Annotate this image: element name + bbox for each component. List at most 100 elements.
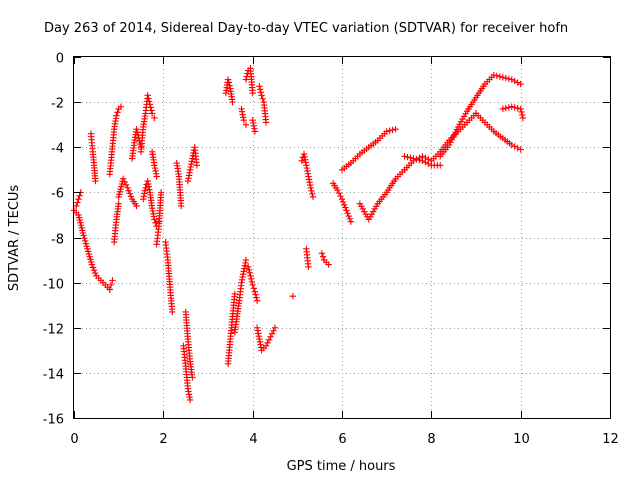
data-point [134,129,141,136]
y-tick-label: -8 [51,233,64,248]
data-point [184,177,192,185]
y-tick-label: -2 [51,97,64,112]
data-point [239,273,246,281]
data-point [186,396,194,404]
data-point [505,75,512,83]
data-point [151,164,159,172]
data-point [389,126,396,134]
data-point [254,327,261,334]
data-point [306,179,313,186]
data-point [187,163,194,171]
data-point [145,180,152,188]
data-point [502,74,509,82]
data-point [238,276,246,284]
data-point [337,192,344,200]
y-tick-label: -12 [43,323,64,338]
data-point [259,95,266,102]
y-axis-label: SDTVAR / TECUs [7,185,22,292]
data-point [404,153,411,161]
data-point [248,278,256,286]
data-point [256,338,264,346]
data-point [518,108,525,116]
data-point [188,158,196,165]
data-point [309,193,317,201]
data-point [519,114,527,122]
data-point [271,324,279,331]
y-tick-label: -10 [43,278,64,293]
data-point [148,107,155,114]
data-point [511,104,518,111]
data-point [140,195,147,203]
data-point [151,162,158,169]
data-point [249,116,256,124]
data-point [490,71,498,79]
data-segment-36 [472,110,524,153]
data-point [241,262,249,269]
data-point [76,192,83,199]
data-segment-23 [249,116,259,135]
data-point [325,261,332,268]
data-point [301,153,308,161]
data-segment-5 [111,200,122,246]
data-point [253,294,260,301]
data-point [249,281,256,289]
data-point [318,250,326,257]
x-tick-label: 10 [513,432,530,447]
data-point [335,189,343,197]
data-point [341,201,348,208]
data-point [514,79,521,86]
data-point [75,195,82,203]
data-segment-0 [70,207,113,293]
data-point [150,210,157,218]
data-point [345,212,352,220]
data-segment-4 [106,103,125,178]
data-point [303,162,310,169]
data-point [255,333,263,340]
data-point [298,157,305,164]
data-point [157,189,165,196]
data-point [73,202,80,210]
data-point [141,190,148,197]
data-point [240,268,247,275]
data-segment-14 [180,342,194,404]
data-point [117,103,125,110]
data-point [238,108,246,115]
data-segment-16 [184,144,201,185]
data-segment-30 [329,180,355,225]
data-point [186,169,193,176]
data-point [305,263,312,271]
data-point [127,193,135,200]
data-point [300,150,308,158]
data-point [229,98,236,106]
data-point [185,172,193,179]
data-point [416,154,423,161]
data-point [153,173,160,180]
data-point [502,104,509,112]
data-point [245,263,252,271]
data-point [74,199,81,206]
data-point [92,177,99,185]
data-point [226,82,233,89]
data-point [122,181,130,189]
data-segment-7 [128,126,145,162]
y-tick-label: -4 [51,142,64,157]
data-point [185,388,192,395]
data-point [146,186,153,193]
data-point [407,154,414,161]
data-point [133,126,140,133]
data-point [189,155,196,162]
data-point [302,159,309,166]
data-point [425,156,432,163]
data-point [383,128,390,135]
data-point [249,89,256,97]
data-point [245,266,253,274]
x-tick-label: 8 [427,432,435,447]
x-tick-label: 2 [159,432,167,447]
data-point [401,153,408,160]
plot-frame [73,56,611,419]
data-point [121,178,128,186]
data-point [152,170,160,177]
data-segment-26 [289,292,297,300]
data-point [151,216,158,223]
